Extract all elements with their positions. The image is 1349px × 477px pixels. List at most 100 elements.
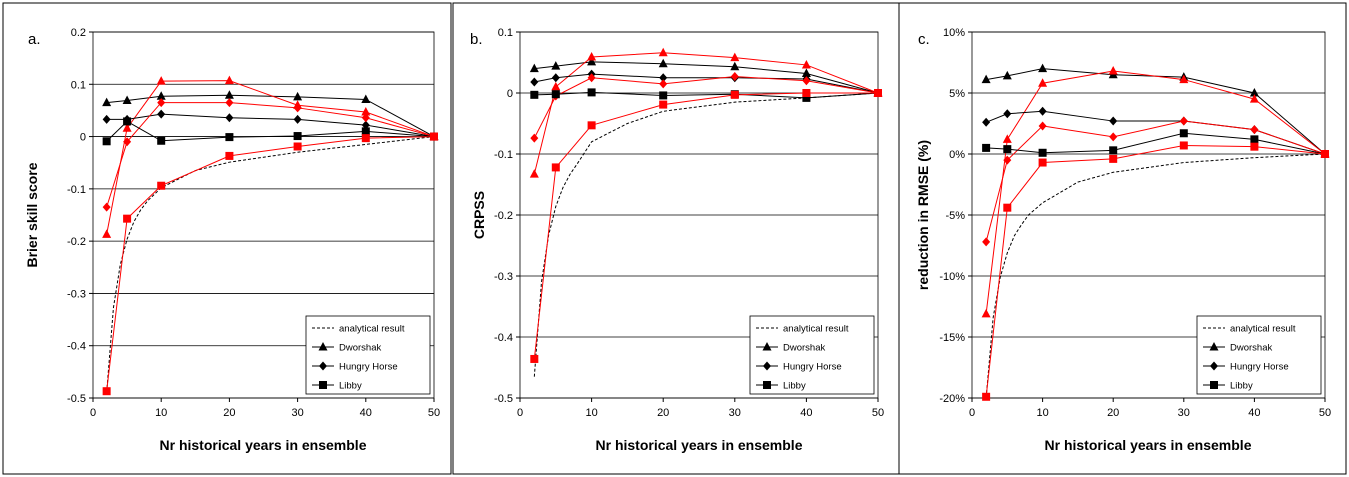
libby-point (530, 90, 539, 99)
libby-point (1003, 145, 1012, 154)
y-tick-label: 10% (943, 27, 965, 39)
series-red-point (361, 134, 370, 143)
panel-3: -20% -15% -10% -5% 0% 5% 10% 0 10 20 30 40 50 analyti… (898, 2, 1347, 475)
legend-label: analytical result (1230, 324, 1296, 335)
libby-point (361, 127, 370, 136)
y-tick-label: -5% (945, 210, 965, 222)
panel-2: -0.5 -0.4 -0.3 -0.2 -0.1 0 0.1 0 10 20 30 40 50 analy… (452, 2, 900, 475)
y-tick-label: -0.5 (494, 393, 513, 405)
series-red-point (293, 142, 302, 151)
series-red-point (1003, 155, 1012, 165)
series-red-point (1250, 142, 1259, 151)
series-red-point (802, 76, 811, 86)
hungry-horse-point (1109, 116, 1118, 126)
hungry-horse-point (361, 120, 370, 130)
y-axis-label: Brier skill score (24, 162, 40, 267)
series-red-point (102, 229, 112, 238)
y-tick-label: -0.4 (494, 332, 513, 344)
x-tick-label: 40 (800, 407, 812, 419)
series-red-point (1003, 203, 1012, 212)
dworshak-point (801, 68, 811, 77)
dworshak-point (1038, 63, 1048, 73)
series-red-point (730, 52, 740, 62)
libby-point (123, 117, 132, 126)
libby-point (1038, 148, 1047, 157)
legend-label: Libby (783, 381, 806, 392)
dworshak-point (224, 90, 234, 99)
dworshak-point (1002, 70, 1012, 80)
series-red-point (1109, 132, 1118, 142)
hungry-horse-point (157, 109, 166, 119)
y-tick-label: 0 (80, 132, 86, 144)
series-red-point (730, 72, 739, 82)
hungry-horse-point (551, 73, 560, 83)
series-red-point (122, 123, 132, 132)
x-tick-label: 10 (155, 407, 167, 419)
x-axis-label: Nr historical years in ensemble (596, 437, 803, 453)
libby-line (106, 120, 435, 142)
panel-frame (898, 2, 1347, 475)
series-red-point (730, 90, 739, 99)
libby-point (982, 143, 991, 152)
series-red-point (981, 308, 991, 318)
series-red-point (361, 113, 370, 123)
legend-label: Dworshak (339, 343, 381, 354)
panel-1: -0.5 -0.4 -0.3 -0.2 -0.1 0 0.1 0.2 0 10 20 30 40 50 an… (2, 2, 452, 475)
dworshak-point (730, 61, 740, 71)
series-red-point (659, 100, 668, 109)
y-tick-label: -15% (939, 332, 965, 344)
series-red-point (551, 81, 561, 91)
y-tick-label: 0.2 (71, 27, 86, 39)
series-red-point (1038, 121, 1047, 131)
libby-point (1179, 129, 1188, 138)
libby-point (293, 132, 302, 141)
series-red-point (123, 214, 132, 223)
series-red-point (156, 76, 166, 85)
legend-label: Hungry Horse (783, 362, 842, 373)
y-tick-label: -20% (939, 393, 965, 405)
legend-label: Dworshak (783, 343, 825, 354)
libby-point (157, 136, 166, 145)
x-tick-label: 40 (1248, 407, 1260, 419)
series-red-point (982, 392, 991, 401)
legend-marker (763, 381, 771, 389)
libby-point (102, 137, 111, 146)
libby-point (1109, 146, 1118, 155)
x-tick-label: 50 (1319, 407, 1331, 419)
dworshak-point (587, 56, 597, 66)
series-red-point (1249, 94, 1259, 103)
series-red-point (157, 98, 166, 108)
legend-label: Libby (1230, 381, 1253, 392)
plot-area (519, 31, 879, 399)
series-red-point (1179, 116, 1188, 126)
series-red-point (102, 387, 111, 396)
y-tick-label: -0.4 (67, 341, 86, 353)
legend-marker (1209, 342, 1219, 351)
legend-label: Hungry Horse (1230, 362, 1289, 373)
dworshak-point (361, 94, 371, 103)
y-tick-label: 0 (507, 88, 513, 100)
series-red-point (1250, 125, 1259, 135)
legend-marker (319, 361, 327, 371)
dworshak-point (122, 95, 132, 104)
legend-label: Libby (339, 381, 362, 392)
x-tick-label: 10 (1036, 407, 1048, 419)
series-red-line (985, 70, 1326, 314)
legend-label: Hungry Horse (339, 362, 398, 373)
legend-label: analytical result (339, 324, 405, 335)
series-red-point (801, 59, 811, 69)
libby-point (659, 91, 668, 100)
legend-marker (1210, 381, 1218, 389)
series-red-point (530, 354, 539, 363)
dworshak-point (156, 91, 166, 100)
libby-point (551, 90, 560, 99)
dworshak-point (529, 63, 539, 73)
series-red-point (1179, 74, 1189, 84)
series-red-point (1109, 154, 1118, 163)
series-red-point (1002, 134, 1012, 143)
x-tick-label: 20 (657, 407, 669, 419)
series-red-point (1108, 66, 1118, 75)
series-red-line (533, 52, 879, 175)
